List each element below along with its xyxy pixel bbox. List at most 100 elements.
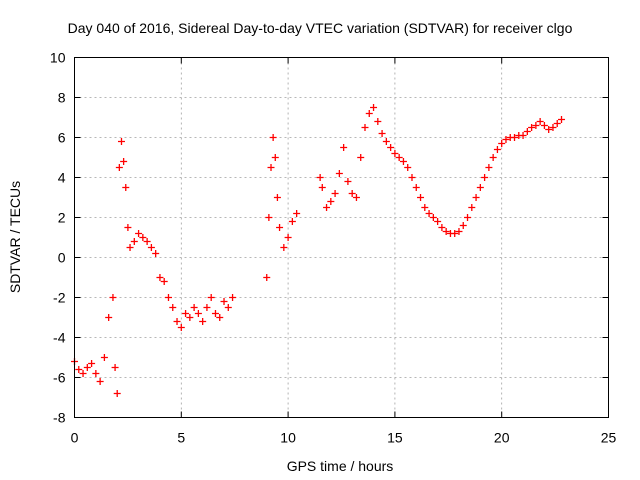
data-point	[160, 278, 168, 285]
data-point	[455, 228, 463, 235]
data-point	[421, 204, 429, 211]
data-point	[207, 294, 215, 301]
data-point	[115, 164, 123, 171]
data-point	[378, 130, 386, 137]
y-tick-label: 8	[58, 90, 66, 106]
data-point	[370, 104, 378, 111]
data-point	[111, 364, 119, 371]
data-point	[387, 144, 395, 151]
data-point	[528, 124, 536, 131]
data-point	[489, 154, 497, 161]
axis-ticks	[74, 57, 609, 418]
data-point	[273, 194, 281, 201]
data-point	[536, 118, 544, 125]
x-tick-label: 20	[494, 430, 510, 446]
data-point	[511, 134, 519, 141]
data-point	[220, 298, 228, 305]
y-tick-labels: -8 -6 -4 -2 0 2 4 6 8 10	[50, 50, 66, 426]
data-point	[327, 198, 335, 205]
data-point	[122, 184, 130, 191]
data-point	[391, 150, 399, 157]
data-point	[498, 140, 506, 147]
data-point	[75, 366, 83, 373]
data-points	[71, 104, 566, 397]
data-point	[434, 218, 442, 225]
data-point	[126, 244, 134, 251]
data-point	[502, 136, 510, 143]
y-tick-label: 2	[58, 210, 66, 226]
chart-title: Day 040 of 2016, Sidereal Day-to-day VTE…	[68, 20, 573, 36]
data-point	[417, 194, 425, 201]
y-tick-label: 10	[50, 50, 66, 66]
data-point	[382, 138, 390, 145]
data-point	[316, 174, 324, 181]
data-point	[348, 190, 356, 197]
x-tick-label: 25	[601, 430, 617, 446]
data-point	[404, 164, 412, 171]
data-point	[472, 194, 480, 201]
data-point	[147, 244, 155, 251]
data-point	[425, 210, 433, 217]
data-point	[276, 224, 284, 231]
data-point	[173, 318, 181, 325]
data-point	[143, 238, 151, 245]
y-tick-label: 6	[58, 130, 66, 146]
data-point	[269, 134, 277, 141]
data-point	[412, 184, 420, 191]
data-point	[177, 324, 185, 331]
data-point	[156, 274, 164, 281]
data-point	[88, 360, 96, 367]
data-point	[399, 158, 407, 165]
x-tick-labels: 0 5 10 15 20 25	[71, 430, 617, 446]
grid	[74, 57, 609, 418]
data-point	[540, 122, 548, 129]
data-point	[476, 184, 484, 191]
data-point	[216, 314, 224, 321]
data-point	[549, 124, 557, 131]
data-point	[481, 174, 489, 181]
plot-frame	[74, 57, 609, 418]
data-point	[318, 184, 326, 191]
data-point	[357, 154, 365, 161]
x-axis-label: GPS time / hours	[287, 458, 394, 474]
data-point	[323, 204, 331, 211]
data-point	[365, 110, 373, 117]
y-tick-label: -4	[53, 330, 66, 346]
data-point	[468, 204, 476, 211]
data-point	[135, 230, 143, 237]
data-point	[558, 116, 566, 123]
data-point	[280, 244, 288, 251]
data-point	[523, 128, 531, 135]
y-tick-label: -8	[53, 410, 66, 426]
data-point	[100, 354, 108, 361]
data-point	[519, 132, 527, 139]
data-point	[83, 364, 91, 371]
data-point	[263, 274, 271, 281]
data-point	[288, 218, 296, 225]
data-point	[139, 234, 147, 241]
data-point	[199, 318, 207, 325]
x-tick-label: 5	[177, 430, 185, 446]
data-point	[553, 120, 561, 127]
data-point	[130, 238, 138, 245]
data-point	[105, 314, 113, 321]
data-point	[194, 310, 202, 317]
x-tick-label: 15	[387, 430, 403, 446]
data-point	[340, 144, 348, 151]
data-point	[284, 234, 292, 241]
data-point	[92, 370, 100, 377]
y-tick-label: -2	[53, 290, 66, 306]
data-point	[493, 146, 501, 153]
data-point	[442, 228, 450, 235]
data-point	[224, 304, 232, 311]
data-point	[203, 304, 211, 311]
data-point	[331, 190, 339, 197]
data-point	[271, 154, 279, 161]
data-point	[344, 178, 352, 185]
data-point	[374, 118, 382, 125]
y-axis-label: SDTVAR / TECUs	[7, 181, 23, 293]
data-point	[335, 170, 343, 177]
data-point	[120, 158, 128, 165]
data-point	[190, 304, 198, 311]
